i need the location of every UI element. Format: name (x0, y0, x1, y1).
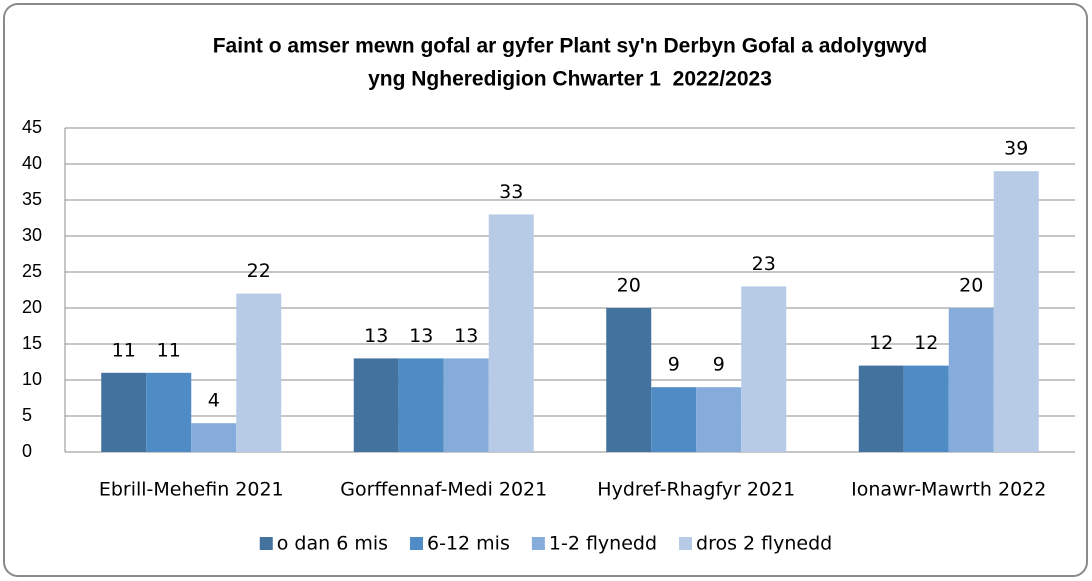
y-tick-label: 35 (22, 189, 42, 209)
value-label: 11 (157, 339, 181, 361)
value-label: 23 (752, 253, 776, 275)
bar (948, 308, 994, 452)
y-tick-label: 0 (22, 441, 32, 461)
value-label: 9 (668, 354, 680, 376)
legend-label: o dan 6 mis (277, 533, 388, 555)
legend-swatch (410, 537, 424, 550)
bar (146, 372, 192, 452)
bar (606, 308, 652, 452)
value-label: 12 (869, 332, 893, 354)
bar (858, 365, 904, 452)
value-label: 13 (364, 325, 388, 347)
value-label: 22 (247, 260, 271, 282)
y-tick-label: 30 (22, 225, 42, 245)
x-tick-label: Hydref-Rhagfyr 2021 (597, 479, 795, 501)
legend-label: dros 2 flynedd (696, 533, 832, 555)
y-tick-label: 45 (22, 117, 42, 137)
bar (398, 358, 444, 452)
bar (101, 372, 147, 452)
y-tick-label: 20 (22, 297, 42, 317)
x-tick-label: Ionawr-Mawrth 2022 (851, 479, 1046, 501)
value-label: 9 (713, 354, 725, 376)
legend-swatch (531, 537, 545, 550)
value-label: 20 (617, 275, 641, 297)
value-label: 13 (409, 325, 433, 347)
chart-title: Faint o amser mewn gofal ar gyfer Plant … (213, 35, 928, 58)
bar (236, 293, 282, 452)
y-tick-label: 25 (22, 261, 42, 281)
legend-label: 6-12 mis (427, 533, 510, 555)
bar (443, 358, 489, 452)
y-tick-label: 10 (22, 369, 42, 389)
bar (353, 358, 399, 452)
bar (651, 387, 697, 452)
value-label: 33 (499, 181, 523, 203)
y-tick-label: 15 (22, 333, 42, 353)
y-tick-label: 5 (22, 405, 32, 425)
value-label: 20 (959, 275, 983, 297)
bar (191, 423, 237, 452)
bar (696, 387, 742, 452)
x-tick-label: Gorffennaf-Medi 2021 (340, 479, 547, 501)
value-label: 12 (914, 332, 938, 354)
value-label: 39 (1004, 138, 1028, 160)
value-label: 4 (208, 390, 220, 412)
x-tick-label: Ebrill-Mehefin 2021 (99, 479, 284, 501)
y-tick-label: 40 (22, 153, 42, 173)
legend-swatch (259, 537, 273, 550)
value-label: 13 (454, 325, 478, 347)
bar (488, 214, 534, 452)
chart-title: yng Ngheredigion Chwarter 1 2022/2023 (368, 68, 772, 91)
value-label: 11 (112, 339, 136, 361)
legend-label: 1-2 flynedd (549, 533, 657, 555)
bar (993, 171, 1039, 452)
bar (903, 365, 949, 452)
legend-swatch (679, 537, 693, 550)
bar (741, 286, 787, 452)
